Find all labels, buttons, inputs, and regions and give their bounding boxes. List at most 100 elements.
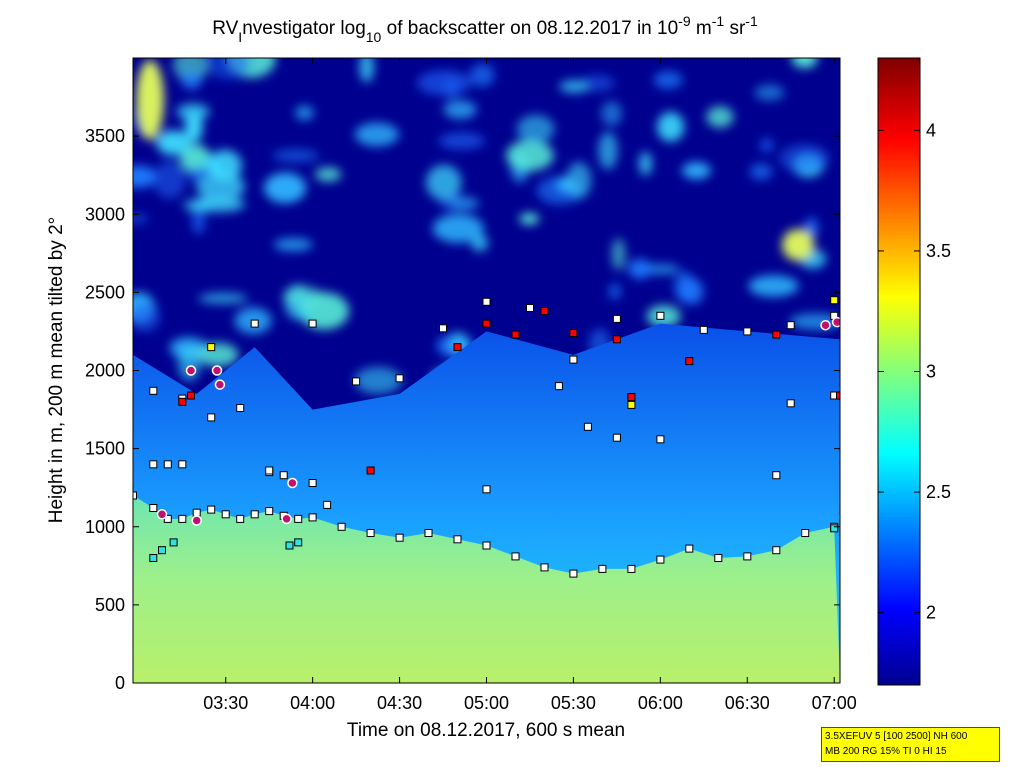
boundary-layer-top-marker: [453, 535, 462, 544]
cloud-patch: [432, 214, 484, 243]
x-tick-label: 06:30: [725, 693, 770, 713]
cloud-layer-3-marker: [149, 386, 158, 395]
low-cloud-markers-marker: [163, 460, 172, 469]
circle-detections-marker: [191, 515, 202, 526]
cloud-patch: [205, 58, 250, 80]
cloud-layer-3-marker: [236, 404, 245, 412]
cloud-patch: [782, 229, 814, 261]
boundary-layer-top-marker: [207, 505, 216, 514]
y-axis: 0 500 1000 1500 2000 2500 3000 3500: [85, 126, 840, 693]
cloud-patch: [359, 58, 374, 83]
circle-detections-marker: [831, 316, 840, 328]
cloud-patch: [748, 275, 799, 297]
x-tick-label: 05:30: [551, 693, 596, 713]
plot-area: [133, 58, 840, 683]
boundary-layer-top-marker: [395, 533, 404, 542]
cloud-patch: [580, 75, 615, 92]
backscatter-boundary-layer: [133, 495, 840, 683]
cloud-layer-3-marker: [308, 479, 317, 487]
cloud-layer-2-marker: [482, 297, 491, 306]
cloud-patch: [272, 148, 320, 163]
red-detections-marker: [569, 329, 578, 337]
cloud-patch: [273, 237, 313, 252]
y-tick-label: 3500: [85, 126, 125, 146]
x-axis: 03:30 04:00 04:30 05:00 05:30 06:00 06:30 07:00: [203, 58, 857, 713]
red-detections-marker: [511, 330, 520, 339]
cloud-patch: [416, 70, 472, 96]
cloud-patch: [188, 167, 204, 182]
boundary-layer-top-marker: [627, 564, 636, 573]
cloud-patch: [638, 151, 653, 176]
cloud-layer-2-marker: [395, 374, 404, 383]
boundary-layer-top-marker: [714, 554, 723, 562]
boundary-layer-top-marker: [511, 552, 520, 561]
red-detections-marker: [836, 391, 840, 400]
red-detections-marker: [187, 391, 195, 400]
circle-detections-marker: [287, 477, 298, 489]
cloud-patch: [519, 213, 540, 225]
cloud-layer-3-marker: [583, 422, 592, 431]
colorbar-tick-label: 4: [926, 120, 936, 140]
low-cloud-markers-marker: [482, 485, 491, 494]
x-tick-label: 05:00: [464, 693, 509, 713]
cloud-patch: [425, 164, 462, 201]
cloud-patch: [207, 149, 242, 181]
cloud-patch: [176, 103, 210, 121]
cloud-layer-2-marker: [308, 319, 317, 328]
cloud-patch: [598, 131, 618, 170]
cloud-layer-2-marker: [352, 377, 361, 386]
cloud-layer-2-marker: [612, 314, 621, 323]
cloud-patch: [682, 162, 711, 180]
cyan-detections-marker: [169, 538, 178, 547]
boundary-layer-top-marker: [294, 514, 303, 523]
y-axis-label: Height in m, 200 m mean tilted by 2°: [46, 217, 67, 523]
circle-detections-marker: [156, 509, 168, 520]
cloud-layer-2-marker: [439, 324, 447, 333]
cloud-patch: [516, 114, 555, 144]
cloud-patch: [185, 112, 203, 143]
boundary-layer-top-marker: [743, 552, 752, 561]
boundary-layer-top-marker: [540, 563, 549, 572]
cloud-patch: [133, 213, 150, 224]
low-cloud-markers-marker: [772, 471, 781, 480]
cloud-layer-2-marker: [250, 319, 259, 328]
y-tick-label: 1500: [85, 439, 125, 459]
circle-detections-marker: [281, 513, 292, 525]
chart-title: RVInvestigator log10 of backscatter on 0…: [212, 13, 758, 45]
settings-line-2: MB 200 RG 15% TI 0 HI 15: [825, 746, 947, 757]
cloud-patch: [153, 160, 186, 199]
x-tick-label: 04:30: [377, 693, 422, 713]
red-detections-marker: [453, 343, 462, 352]
boundary-layer-top-marker: [149, 504, 158, 512]
boundary-layer-top-marker: [236, 514, 245, 523]
cyan-detections-marker: [830, 524, 839, 533]
yellow-detections-marker: [207, 343, 216, 352]
cloud-patch: [443, 100, 477, 119]
cloud-layer-3-marker: [612, 433, 621, 442]
colorbar-tick-label: 3.5: [926, 241, 951, 261]
cloud-patch: [282, 285, 323, 307]
x-tick-label: 03:30: [203, 693, 248, 713]
x-tick-label: 06:00: [638, 693, 683, 713]
circle-detections-marker: [185, 365, 197, 376]
boundary-layer-top-marker: [265, 507, 274, 516]
cloud-patch: [601, 101, 622, 126]
y-tick-label: 0: [115, 673, 125, 693]
red-detections-marker: [627, 393, 636, 402]
low-cloud-markers-marker: [279, 471, 288, 480]
boundary-layer-top-marker: [250, 510, 259, 519]
cloud-patch: [628, 258, 652, 279]
detection-markers: [133, 296, 840, 578]
circle-detections-marker: [820, 319, 831, 331]
boundary-layer-top-marker: [308, 513, 317, 522]
cloud-patch: [354, 366, 403, 395]
cloud-patch: [315, 167, 342, 182]
yellow-detections-marker: [627, 400, 636, 409]
y-tick-label: 1000: [85, 517, 125, 537]
cloud-layer-3-marker: [656, 435, 665, 444]
yellow-detections-marker: [830, 296, 839, 305]
cloud-patch: [643, 264, 680, 275]
red-detections-marker: [612, 335, 621, 344]
cloud-patch: [136, 60, 164, 140]
cyan-detections-marker: [294, 538, 303, 547]
